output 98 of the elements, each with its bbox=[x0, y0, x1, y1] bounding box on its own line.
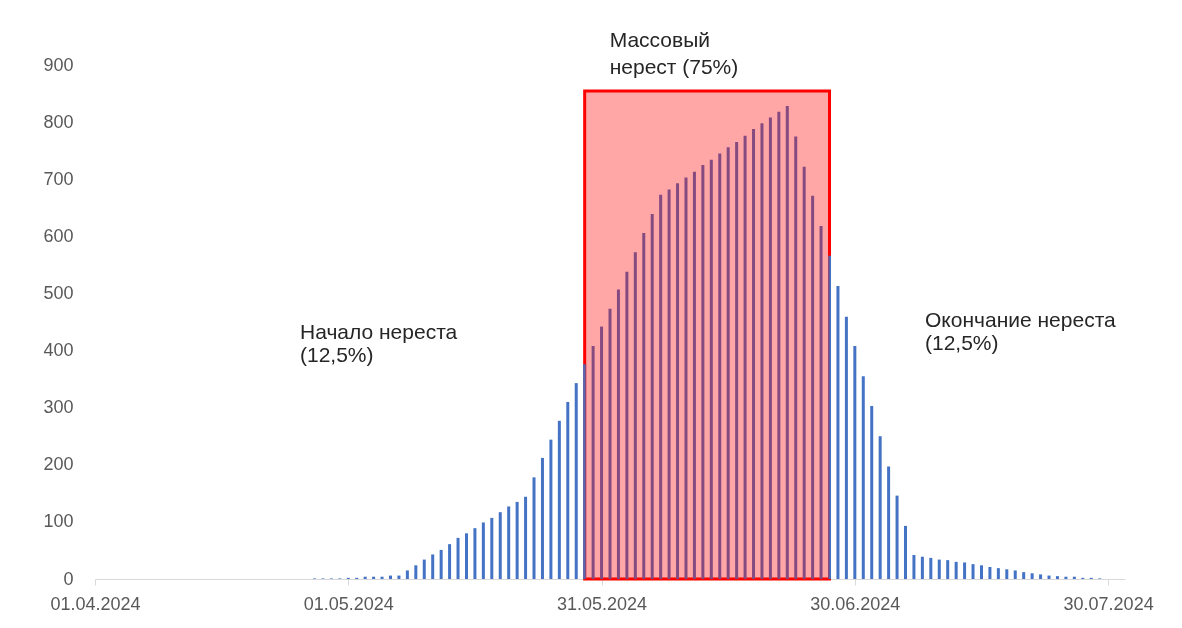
bar bbox=[600, 326, 604, 579]
y-tick-label: 700 bbox=[43, 168, 74, 189]
bar bbox=[405, 570, 409, 579]
bar bbox=[929, 557, 933, 579]
bar bbox=[912, 555, 916, 579]
bar bbox=[431, 554, 435, 579]
y-tick-label: 600 bbox=[43, 225, 74, 246]
bar bbox=[439, 549, 443, 579]
bar bbox=[574, 383, 578, 579]
bar bbox=[752, 128, 756, 579]
bar bbox=[794, 136, 798, 579]
bar bbox=[1047, 575, 1051, 579]
bar bbox=[1055, 576, 1059, 579]
bar bbox=[971, 564, 975, 579]
bar bbox=[937, 559, 941, 579]
bar bbox=[659, 194, 663, 579]
bar bbox=[583, 364, 587, 579]
bar bbox=[903, 525, 907, 579]
bar bbox=[760, 123, 764, 579]
bar bbox=[946, 560, 950, 579]
bar bbox=[473, 528, 477, 579]
bar bbox=[920, 556, 924, 579]
bar bbox=[608, 308, 612, 579]
x-tick-label: 01.05.2024 bbox=[303, 593, 394, 614]
bar bbox=[701, 164, 705, 579]
bar bbox=[1039, 574, 1043, 579]
bar bbox=[1013, 570, 1017, 579]
bar bbox=[954, 561, 958, 579]
bar bbox=[802, 166, 806, 579]
x-tick-label: 30.07.2024 bbox=[1063, 593, 1154, 614]
bar bbox=[861, 376, 865, 579]
bar bbox=[642, 232, 646, 579]
bar bbox=[532, 477, 536, 579]
bar bbox=[667, 189, 671, 579]
bar bbox=[870, 405, 874, 579]
bar bbox=[524, 496, 528, 579]
y-tick-label: 500 bbox=[43, 282, 74, 303]
bar bbox=[566, 401, 570, 579]
x-tick-label: 31.05.2024 bbox=[557, 593, 648, 614]
bar bbox=[726, 147, 730, 579]
bar bbox=[895, 495, 899, 579]
bar bbox=[540, 457, 544, 579]
annotation: Начало нереста (12,5%) bbox=[300, 320, 458, 366]
bar bbox=[625, 271, 629, 579]
bar bbox=[844, 316, 848, 579]
bar bbox=[819, 226, 823, 579]
bar bbox=[557, 420, 561, 579]
bar bbox=[422, 559, 426, 579]
bar bbox=[979, 565, 983, 579]
bar bbox=[718, 153, 722, 579]
bar bbox=[743, 135, 747, 579]
x-tick-label: 01.04.2024 bbox=[50, 593, 141, 614]
bar bbox=[988, 567, 992, 579]
bar bbox=[768, 117, 772, 579]
bar bbox=[692, 171, 696, 579]
bar bbox=[1022, 572, 1026, 579]
bar bbox=[887, 466, 891, 579]
bar bbox=[676, 183, 680, 579]
y-tick-label: 200 bbox=[43, 454, 74, 475]
bar bbox=[811, 195, 815, 579]
bar bbox=[456, 537, 460, 579]
bar bbox=[414, 565, 418, 579]
y-tick-label: 900 bbox=[43, 54, 74, 75]
bar bbox=[650, 214, 654, 579]
bar bbox=[388, 575, 392, 579]
y-tick-label: 300 bbox=[43, 397, 74, 418]
x-tick-label: 30.06.2024 bbox=[810, 593, 901, 614]
bar bbox=[1005, 569, 1009, 579]
y-tick-label: 800 bbox=[43, 111, 74, 132]
bar bbox=[549, 439, 553, 579]
bar bbox=[464, 533, 468, 579]
bar bbox=[481, 522, 485, 579]
bar bbox=[709, 159, 713, 579]
bar bbox=[684, 177, 688, 579]
annotation: Окончание нереста (12,5%) bbox=[925, 308, 1117, 354]
band-label: Массовый нерест (75%) bbox=[609, 28, 739, 79]
bar bbox=[853, 345, 857, 579]
bar bbox=[448, 544, 452, 579]
bar bbox=[785, 106, 789, 579]
bar bbox=[490, 517, 494, 579]
bar bbox=[828, 255, 832, 579]
bar bbox=[515, 501, 519, 579]
bar bbox=[777, 111, 781, 579]
bar bbox=[591, 345, 595, 579]
bar bbox=[616, 289, 620, 579]
bar bbox=[1030, 573, 1034, 579]
bar bbox=[633, 252, 637, 579]
y-tick-label: 0 bbox=[63, 568, 74, 589]
bar bbox=[836, 286, 840, 579]
bar bbox=[498, 512, 502, 579]
bar bbox=[507, 506, 511, 579]
bar bbox=[963, 562, 967, 579]
y-tick-label: 100 bbox=[43, 511, 74, 532]
bar bbox=[996, 568, 1000, 579]
y-tick-label: 400 bbox=[43, 340, 74, 361]
bar bbox=[878, 436, 882, 579]
bar bbox=[735, 142, 739, 579]
bar bbox=[397, 575, 401, 579]
